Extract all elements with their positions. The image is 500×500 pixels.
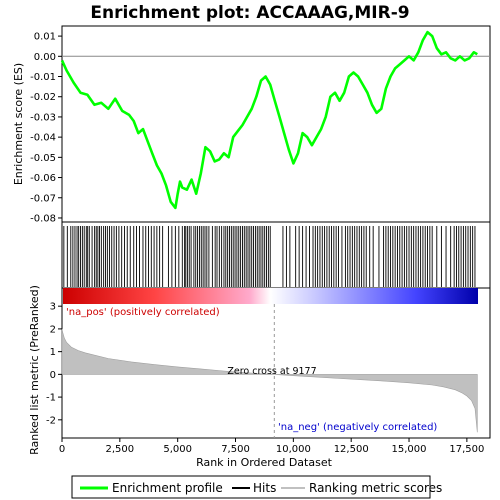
es-y-tick-label: -0.05 — [30, 153, 56, 164]
metric-y-tick-label: 0 — [50, 370, 56, 381]
legend-metric-label: Ranking metric scores — [309, 481, 442, 495]
es-y-tick-label: 0.00 — [34, 52, 56, 63]
x-tick-label: 10,000 — [276, 444, 311, 455]
metric-y-tick-label: 2 — [50, 324, 56, 335]
es-y-tick-label: -0.02 — [30, 92, 56, 103]
es-y-tick-label: -0.08 — [30, 213, 56, 224]
metric-y-axis: 3 2 1 0 -1 -2 — [46, 302, 62, 426]
es-panel-frame — [61, 25, 491, 223]
x-tick-label: 17,500 — [449, 444, 484, 455]
legend-enrichment-label: Enrichment profile — [112, 481, 223, 495]
x-tick-label: 2,500 — [106, 444, 135, 455]
x-axis-label: Rank in Ordered Dataset — [196, 456, 333, 469]
zero-cross-label: Zero cross at 9177 — [227, 366, 316, 377]
es-y-tick-label: -0.06 — [30, 173, 56, 184]
metric-y-tick-label: 3 — [50, 302, 56, 313]
enrichment-profile-series — [60, 30, 478, 210]
pos-correlated-label: 'na_pos' (positively correlated) — [66, 307, 220, 318]
x-tick-label: 7,500 — [221, 444, 250, 455]
x-tick-label: 0 — [59, 444, 65, 455]
ranking-metric-area — [61, 328, 478, 433]
es-y-axis: 0.01 0.00 -0.01 -0.02 -0.03 -0.04 -0.05 -0.06 -0… — [30, 32, 62, 224]
enrichment-profile-line — [60, 30, 478, 210]
metric-y-tick-label: 1 — [50, 347, 56, 358]
x-axis: 0 2,500 5,000 7,500 10,000 12,500 15,000 17,500 — [59, 438, 484, 455]
x-tick-label: 15,000 — [392, 444, 427, 455]
x-tick-label: 12,500 — [334, 444, 369, 455]
metric-y-tick-label: -2 — [46, 415, 56, 426]
rank-color-bar — [63, 288, 478, 304]
es-y-label: Enrichment score (ES) — [12, 63, 25, 185]
es-y-tick-label: -0.04 — [30, 133, 56, 144]
legend-box — [71, 475, 431, 499]
metric-y-label: Ranked list metric (PreRanked) — [28, 285, 41, 455]
metric-y-tick-label: -1 — [46, 393, 56, 404]
ranking-metric-series — [61, 328, 478, 433]
neg-correlated-label: 'na_neg' (negatively correlated) — [278, 422, 437, 433]
es-y-tick-label: -0.07 — [30, 193, 56, 204]
hits-track — [63, 226, 476, 287]
es-y-tick-label: 0.01 — [34, 32, 56, 43]
x-tick-label: 5,000 — [163, 444, 192, 455]
hits-panel-frame — [61, 221, 491, 289]
legend-hits-label: Hits — [253, 481, 276, 495]
chart-title: Enrichment plot: ACCAAAG,MIR-9 — [90, 3, 409, 23]
es-y-tick-label: -0.03 — [30, 112, 56, 123]
es-y-tick-label: -0.01 — [30, 72, 56, 83]
